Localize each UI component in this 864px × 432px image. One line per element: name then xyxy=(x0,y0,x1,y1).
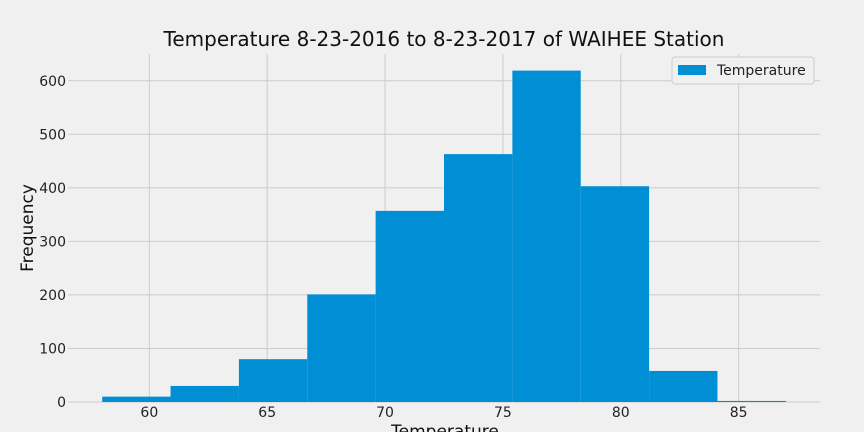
histogram-bar xyxy=(444,154,513,402)
legend-entry-temperature: Temperature xyxy=(716,63,806,79)
histogram-bar xyxy=(375,210,444,402)
y-tick-label: 100 xyxy=(39,341,66,357)
legend-frame xyxy=(671,56,815,85)
tick-layer: 60 65 70 75 80 85 0 100 200 300 400 500 600 xyxy=(39,74,747,421)
x-axis-label: Temperature xyxy=(390,422,499,432)
y-tick-label: 0 xyxy=(57,395,66,411)
y-tick-label: 600 xyxy=(39,74,66,90)
y-axis-label: Frequency xyxy=(18,184,38,272)
y-tick-label: 200 xyxy=(39,288,66,304)
histogram-bar xyxy=(512,70,581,402)
histogram-bar xyxy=(649,370,718,402)
y-tick-label: 300 xyxy=(39,234,66,250)
bar-layer xyxy=(102,70,786,402)
x-tick-label: 65 xyxy=(258,405,276,421)
x-tick-label: 75 xyxy=(494,405,512,421)
legend-swatch xyxy=(678,65,706,75)
chart-title: Temperature 8-23-2016 to 8-23-2017 of WA… xyxy=(163,27,725,51)
x-tick-label: 60 xyxy=(140,405,158,421)
y-tick-label: 400 xyxy=(39,181,66,197)
histogram-bar xyxy=(307,294,376,402)
histogram-bar xyxy=(717,400,786,402)
histogram-bar xyxy=(580,186,650,402)
histogram-bar xyxy=(102,396,171,402)
y-tick-label: 500 xyxy=(39,127,66,143)
histogram-bar xyxy=(170,385,239,402)
x-tick-label: 85 xyxy=(730,405,748,421)
x-tick-label: 80 xyxy=(612,405,630,421)
histogram-bar xyxy=(238,359,308,402)
legend: Temperature xyxy=(671,56,815,85)
x-tick-label: 70 xyxy=(376,405,394,421)
